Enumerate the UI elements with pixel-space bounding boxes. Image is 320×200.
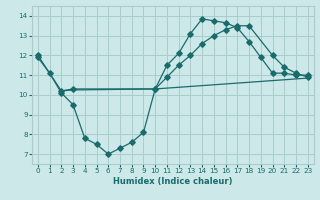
X-axis label: Humidex (Indice chaleur): Humidex (Indice chaleur) (113, 177, 233, 186)
